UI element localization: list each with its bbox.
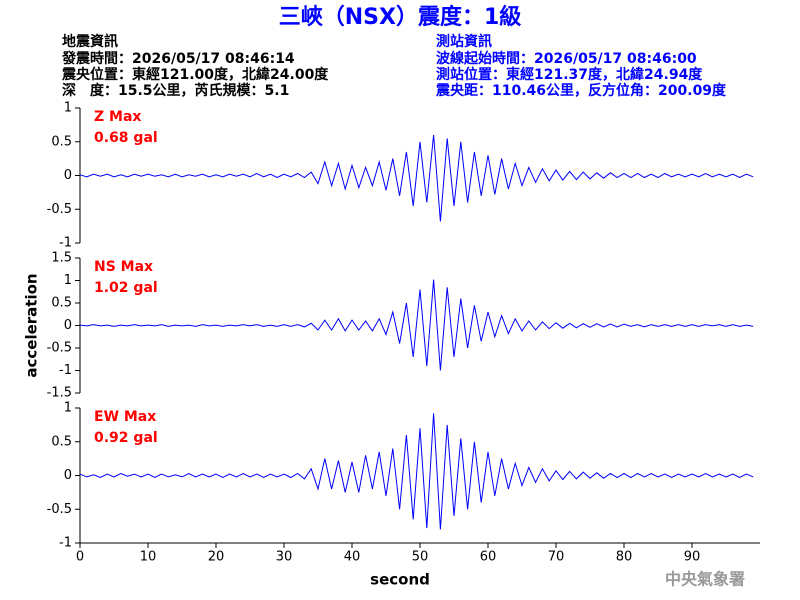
y-tick-label: -0.5 bbox=[47, 502, 72, 517]
y-tick-label: 0.5 bbox=[51, 434, 72, 449]
footer: 中央氣象署 bbox=[665, 570, 745, 589]
max-label: NS Max bbox=[94, 259, 153, 275]
waveform bbox=[79, 279, 754, 371]
y-tick-label: -1 bbox=[59, 363, 72, 378]
info-line: 發震時間：2026/05/17 08:46:14 bbox=[61, 50, 295, 67]
y-tick-label: 0 bbox=[64, 318, 72, 333]
y-tick-label: -0.5 bbox=[47, 202, 72, 217]
y-axis-label: acceleration bbox=[23, 273, 41, 377]
y-tick-label: -1.5 bbox=[47, 386, 72, 401]
x-tick-label: 40 bbox=[344, 550, 361, 565]
y-tick-label: 0.5 bbox=[51, 134, 72, 149]
station-line: 波線起始時間：2026/05/17 08:46:00 bbox=[436, 50, 697, 67]
max-label: EW Max bbox=[94, 409, 156, 425]
x-tick-label: 50 bbox=[412, 550, 429, 565]
y-tick-label: 0 bbox=[64, 468, 72, 483]
info-line: 地震資訊 bbox=[62, 33, 118, 50]
x-tick-label: 20 bbox=[208, 550, 225, 565]
y-tick-label: 1 bbox=[64, 101, 72, 116]
station-line: 震央距：110.46公里，反方位角：200.09度 bbox=[435, 82, 727, 99]
y-tick-label: -1 bbox=[59, 536, 72, 551]
y-tick-label: 1.5 bbox=[51, 251, 72, 266]
y-tick-label: 1 bbox=[64, 401, 72, 416]
info-line: 震央位置：東經121.00度，北緯24.00度 bbox=[61, 66, 329, 83]
max-label: 0.92 gal bbox=[94, 430, 158, 446]
x-tick-label: 70 bbox=[548, 550, 565, 565]
y-tick-label: 1 bbox=[64, 273, 72, 288]
y-tick-label: -0.5 bbox=[47, 341, 72, 356]
waveform bbox=[79, 134, 754, 222]
x-tick-label: 30 bbox=[276, 550, 293, 565]
max-label: 0.68 gal bbox=[94, 130, 158, 146]
waveform bbox=[79, 413, 754, 530]
x-tick-label: 10 bbox=[140, 550, 157, 565]
x-tick-label: 80 bbox=[616, 550, 633, 565]
station-line: 測站位置：東經121.37度，北緯24.94度 bbox=[436, 66, 703, 83]
x-tick-label: 60 bbox=[480, 550, 497, 565]
info-line: 深 度：15.5公里，芮氏規模：5.1 bbox=[62, 82, 289, 99]
x-tick-label: 0 bbox=[76, 550, 84, 565]
max-label: Z Max bbox=[94, 109, 141, 125]
max-label: 1.02 gal bbox=[94, 280, 158, 296]
y-tick-label: 0 bbox=[64, 168, 72, 183]
title: 三峽（NSX）震度：1級 bbox=[279, 4, 522, 30]
y-tick-label: -1 bbox=[59, 236, 72, 251]
station-line: 測站資訊 bbox=[436, 33, 492, 50]
y-tick-label: 0.5 bbox=[51, 296, 72, 311]
x-axis-label: second bbox=[370, 571, 430, 589]
x-tick-label: 90 bbox=[684, 550, 701, 565]
